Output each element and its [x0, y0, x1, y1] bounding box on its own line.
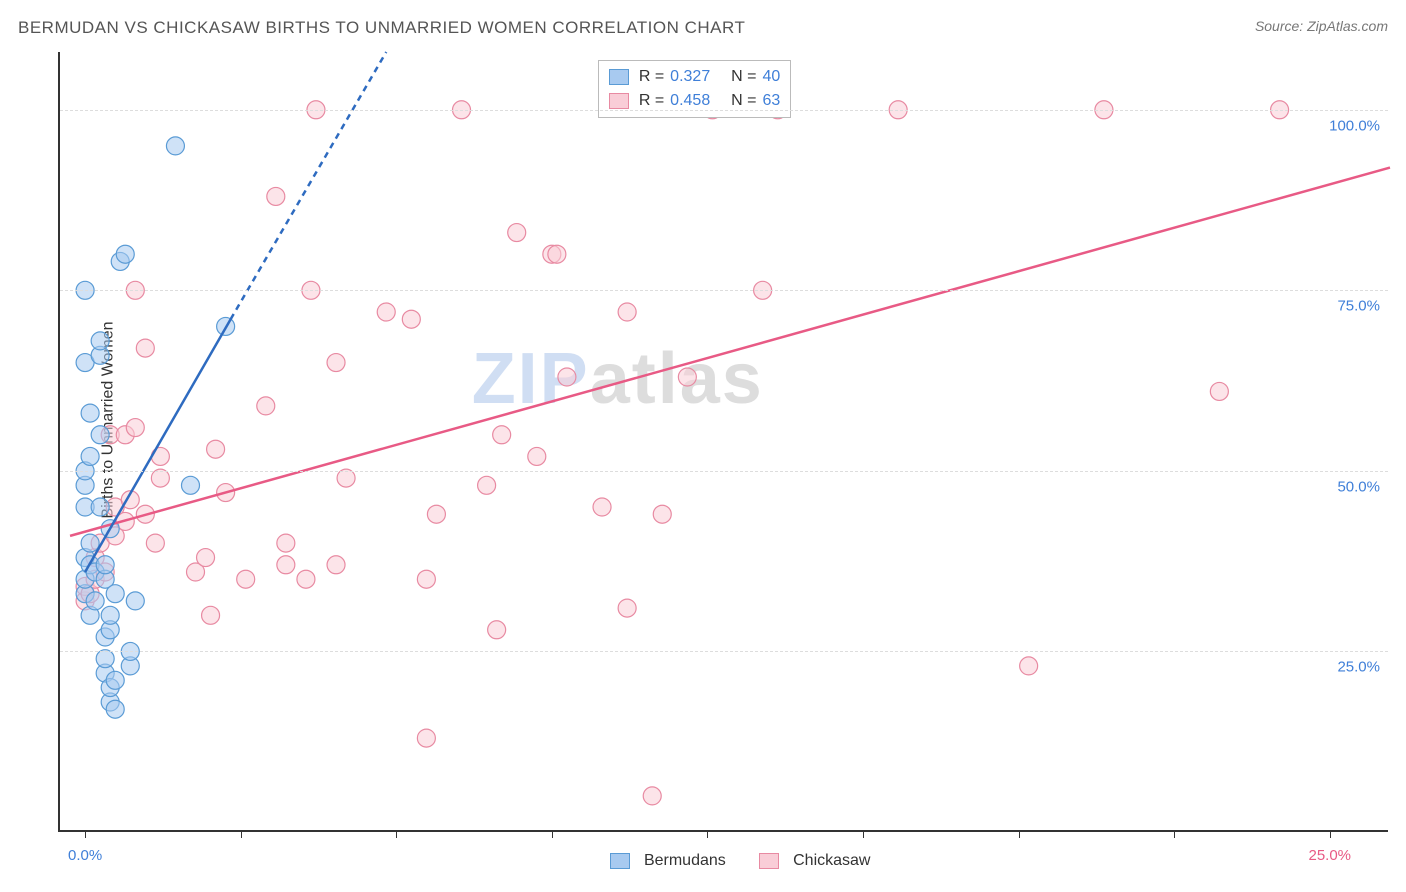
- data-point: [91, 426, 109, 444]
- data-point: [202, 606, 220, 624]
- data-point: [528, 447, 546, 465]
- x-tick: [396, 830, 397, 838]
- swatch-pink: [609, 93, 629, 109]
- series-legend: Bermudans Chickasaw: [610, 852, 871, 870]
- data-point: [86, 592, 104, 610]
- x-tick: [1330, 830, 1331, 838]
- x-tick: [707, 830, 708, 838]
- data-point: [181, 476, 199, 494]
- x-tick: [1174, 830, 1175, 838]
- data-point: [548, 245, 566, 263]
- fit-line: [231, 52, 387, 319]
- data-point: [1020, 657, 1038, 675]
- swatch-blue: [610, 853, 630, 869]
- data-point: [508, 224, 526, 242]
- data-point: [126, 419, 144, 437]
- data-point: [558, 368, 576, 386]
- y-tick-label: 25.0%: [1337, 659, 1380, 676]
- data-point: [81, 404, 99, 422]
- data-point: [146, 534, 164, 552]
- n-value-blue: 40: [762, 65, 780, 89]
- swatch-blue: [609, 69, 629, 85]
- data-point: [297, 570, 315, 588]
- data-point: [106, 671, 124, 689]
- data-point: [327, 354, 345, 372]
- chart-plot-area: ZIPatlas R = 0.327 N = 40 R = 0.458 N = …: [58, 52, 1388, 832]
- data-point: [116, 245, 134, 263]
- y-tick-label: 75.0%: [1337, 298, 1380, 315]
- x-tick: [1019, 830, 1020, 838]
- data-point: [81, 447, 99, 465]
- x-tick-label-left: 0.0%: [68, 847, 102, 864]
- data-point: [493, 426, 511, 444]
- data-point: [197, 549, 215, 567]
- data-point: [678, 368, 696, 386]
- n-label: N =: [731, 65, 756, 89]
- data-point: [106, 700, 124, 718]
- y-tick-label: 100.0%: [1329, 117, 1380, 134]
- gridline: [60, 110, 1388, 111]
- data-point: [402, 310, 420, 328]
- data-point: [101, 606, 119, 624]
- data-point: [478, 476, 496, 494]
- data-point: [126, 592, 144, 610]
- data-point: [653, 505, 671, 523]
- data-point: [136, 339, 154, 357]
- data-point: [267, 187, 285, 205]
- x-tick: [241, 830, 242, 838]
- series-label-pink: Chickasaw: [793, 852, 870, 870]
- data-point: [593, 498, 611, 516]
- data-point: [81, 534, 99, 552]
- x-tick: [552, 830, 553, 838]
- swatch-pink: [759, 853, 779, 869]
- data-point: [106, 585, 124, 603]
- x-tick: [863, 830, 864, 838]
- data-point: [96, 556, 114, 574]
- source-attribution: Source: ZipAtlas.com: [1255, 18, 1388, 34]
- r-value-blue: 0.327: [670, 65, 710, 89]
- chart-svg: [60, 52, 1388, 830]
- x-tick: [85, 830, 86, 838]
- data-point: [257, 397, 275, 415]
- data-point: [488, 621, 506, 639]
- gridline: [60, 651, 1388, 652]
- data-point: [377, 303, 395, 321]
- data-point: [618, 599, 636, 617]
- data-point: [91, 498, 109, 516]
- x-tick-label-right: 25.0%: [1308, 847, 1351, 864]
- data-point: [207, 440, 225, 458]
- data-point: [427, 505, 445, 523]
- data-point: [417, 729, 435, 747]
- data-point: [1210, 382, 1228, 400]
- r-label: R =: [639, 65, 664, 89]
- data-point: [91, 332, 109, 350]
- fit-line: [70, 168, 1390, 536]
- data-point: [417, 570, 435, 588]
- data-point: [277, 534, 295, 552]
- chart-title: BERMUDAN VS CHICKASAW BIRTHS TO UNMARRIE…: [18, 18, 745, 38]
- series-label-blue: Bermudans: [644, 852, 726, 870]
- data-point: [237, 570, 255, 588]
- data-point: [166, 137, 184, 155]
- data-point: [618, 303, 636, 321]
- gridline: [60, 471, 1388, 472]
- gridline: [60, 290, 1388, 291]
- data-point: [327, 556, 345, 574]
- legend-row-blue: R = 0.327 N = 40: [609, 65, 780, 89]
- data-point: [277, 556, 295, 574]
- y-tick-label: 50.0%: [1337, 478, 1380, 495]
- data-point: [643, 787, 661, 805]
